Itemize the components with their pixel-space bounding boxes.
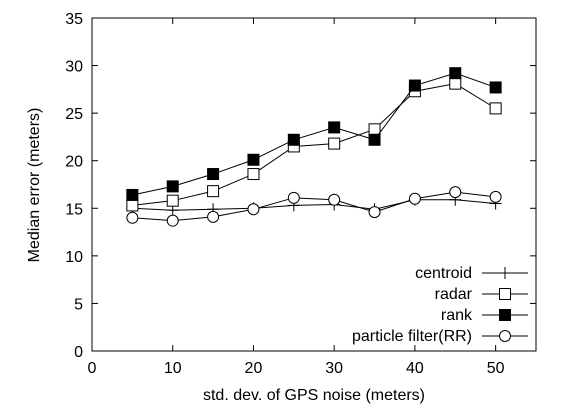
data-point	[408, 79, 421, 92]
series-layer	[126, 67, 502, 227]
series-line	[132, 83, 496, 206]
data-point	[126, 211, 139, 224]
legend-marker	[499, 330, 511, 342]
legend-label: particle filter(RR)	[352, 328, 472, 345]
x-tick-label: 30	[325, 360, 343, 377]
series-3	[126, 186, 502, 227]
data-point	[287, 191, 300, 204]
series-2	[126, 67, 502, 201]
data-point	[207, 210, 220, 223]
data-point	[368, 133, 381, 146]
data-point	[368, 123, 381, 136]
legend-label: radar	[435, 286, 473, 303]
x-tick-label: 40	[406, 360, 424, 377]
y-tick-label: 25	[65, 106, 83, 123]
y-tick-label: 0	[74, 344, 83, 361]
data-point	[449, 77, 462, 90]
data-point	[207, 168, 220, 181]
data-point	[166, 194, 179, 207]
data-point	[489, 102, 502, 115]
legend-marker	[499, 288, 511, 300]
data-point	[489, 81, 502, 94]
x-tick-label: 50	[487, 360, 505, 377]
series-0	[126, 193, 502, 217]
legend: centroid radar rank particle filter(RR)	[352, 265, 528, 345]
data-point	[449, 67, 462, 80]
legend-item: radar	[435, 286, 528, 303]
data-point	[126, 188, 139, 201]
x-tick-label: 0	[88, 360, 97, 377]
axis-ticks: 0 5 10 15 20 25 30 35 0 10 20 30 40 50	[65, 11, 536, 377]
x-axis-title: std. dev. of GPS noise (meters)	[203, 387, 425, 404]
data-point	[287, 133, 300, 146]
data-point	[247, 203, 260, 216]
legend-item: centroid	[415, 265, 528, 282]
y-tick-label: 15	[65, 201, 83, 218]
legend-label: centroid	[415, 265, 472, 282]
y-tick-label: 10	[65, 249, 83, 266]
data-point	[126, 199, 139, 212]
data-point	[449, 186, 462, 199]
legend-label: rank	[441, 307, 473, 324]
data-point	[328, 137, 341, 150]
y-tick-label: 35	[65, 11, 83, 28]
x-tick-label: 20	[245, 360, 263, 377]
data-point	[166, 180, 179, 193]
data-point	[328, 121, 341, 134]
data-point	[328, 193, 341, 206]
data-point	[207, 185, 220, 198]
legend-item: particle filter(RR)	[352, 328, 528, 345]
data-point	[368, 206, 381, 219]
series-line	[132, 72, 496, 196]
legend-marker	[499, 267, 511, 279]
plot-frame	[91, 17, 537, 352]
series-line	[132, 199, 496, 211]
y-axis-title: Median error (meters)	[26, 108, 43, 263]
data-point	[166, 214, 179, 227]
series-line	[132, 191, 496, 222]
y-tick-label: 20	[65, 154, 83, 171]
legend-item: rank	[441, 307, 528, 324]
y-tick-label: 30	[65, 59, 83, 76]
series-1	[126, 77, 502, 212]
data-point	[247, 168, 260, 181]
y-tick-label: 5	[74, 296, 83, 313]
data-point	[408, 192, 421, 205]
legend-marker	[499, 309, 511, 321]
x-tick-label: 10	[164, 360, 182, 377]
data-point	[489, 190, 502, 203]
data-point	[247, 153, 260, 166]
